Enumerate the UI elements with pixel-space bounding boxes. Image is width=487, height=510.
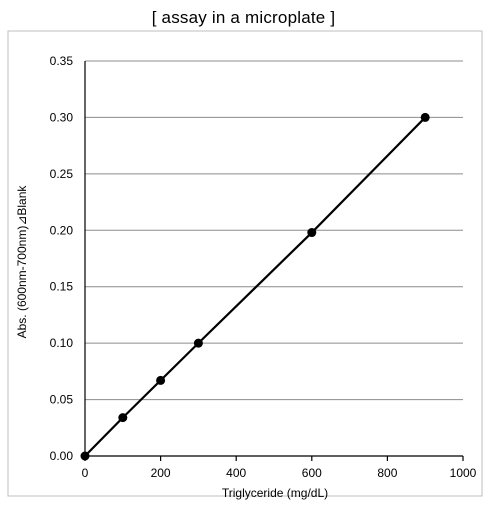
y-tick-label: 0.30: [50, 110, 74, 124]
tick-layer: 0.00 0.05 0.10 0.15 0.20 0.25 0.30 0.35 0 200 400 6…: [50, 54, 477, 480]
x-axis-label: Triglyceride (mg/dL): [222, 486, 328, 500]
y-tick-label: 0.00: [50, 449, 74, 463]
x-tick-label: 0: [82, 466, 89, 480]
x-tick-label: 400: [226, 466, 246, 480]
chart-frame: [7, 30, 483, 497]
data-point: [420, 112, 430, 122]
y-tick-label: 0.20: [50, 223, 74, 237]
x-tick-label: 200: [151, 466, 171, 480]
series-line: [84, 116, 426, 457]
x-tick-label: 800: [377, 466, 397, 480]
x-tick-label: 600: [302, 466, 322, 480]
y-tick-label: 0.15: [50, 280, 74, 294]
x-tick-label: 1000: [450, 466, 477, 480]
data-point: [80, 451, 90, 461]
axis-layer: [84, 61, 464, 461]
data-point: [156, 375, 166, 385]
data-point: [307, 228, 317, 238]
y-axis-label: Abs. (600nm-700nm)⊿Blank: [15, 185, 29, 339]
y-tick-label: 0.25: [50, 167, 74, 181]
data-point: [193, 338, 203, 348]
y-tick-label: 0.05: [50, 393, 74, 407]
grid-layer: [85, 60, 463, 401]
y-tick-label: 0.35: [50, 54, 74, 68]
series-layer: [80, 112, 430, 461]
chart-title: [ assay in a microplate ]: [151, 8, 336, 27]
y-tick-label: 0.10: [50, 336, 74, 350]
data-point: [118, 413, 128, 423]
